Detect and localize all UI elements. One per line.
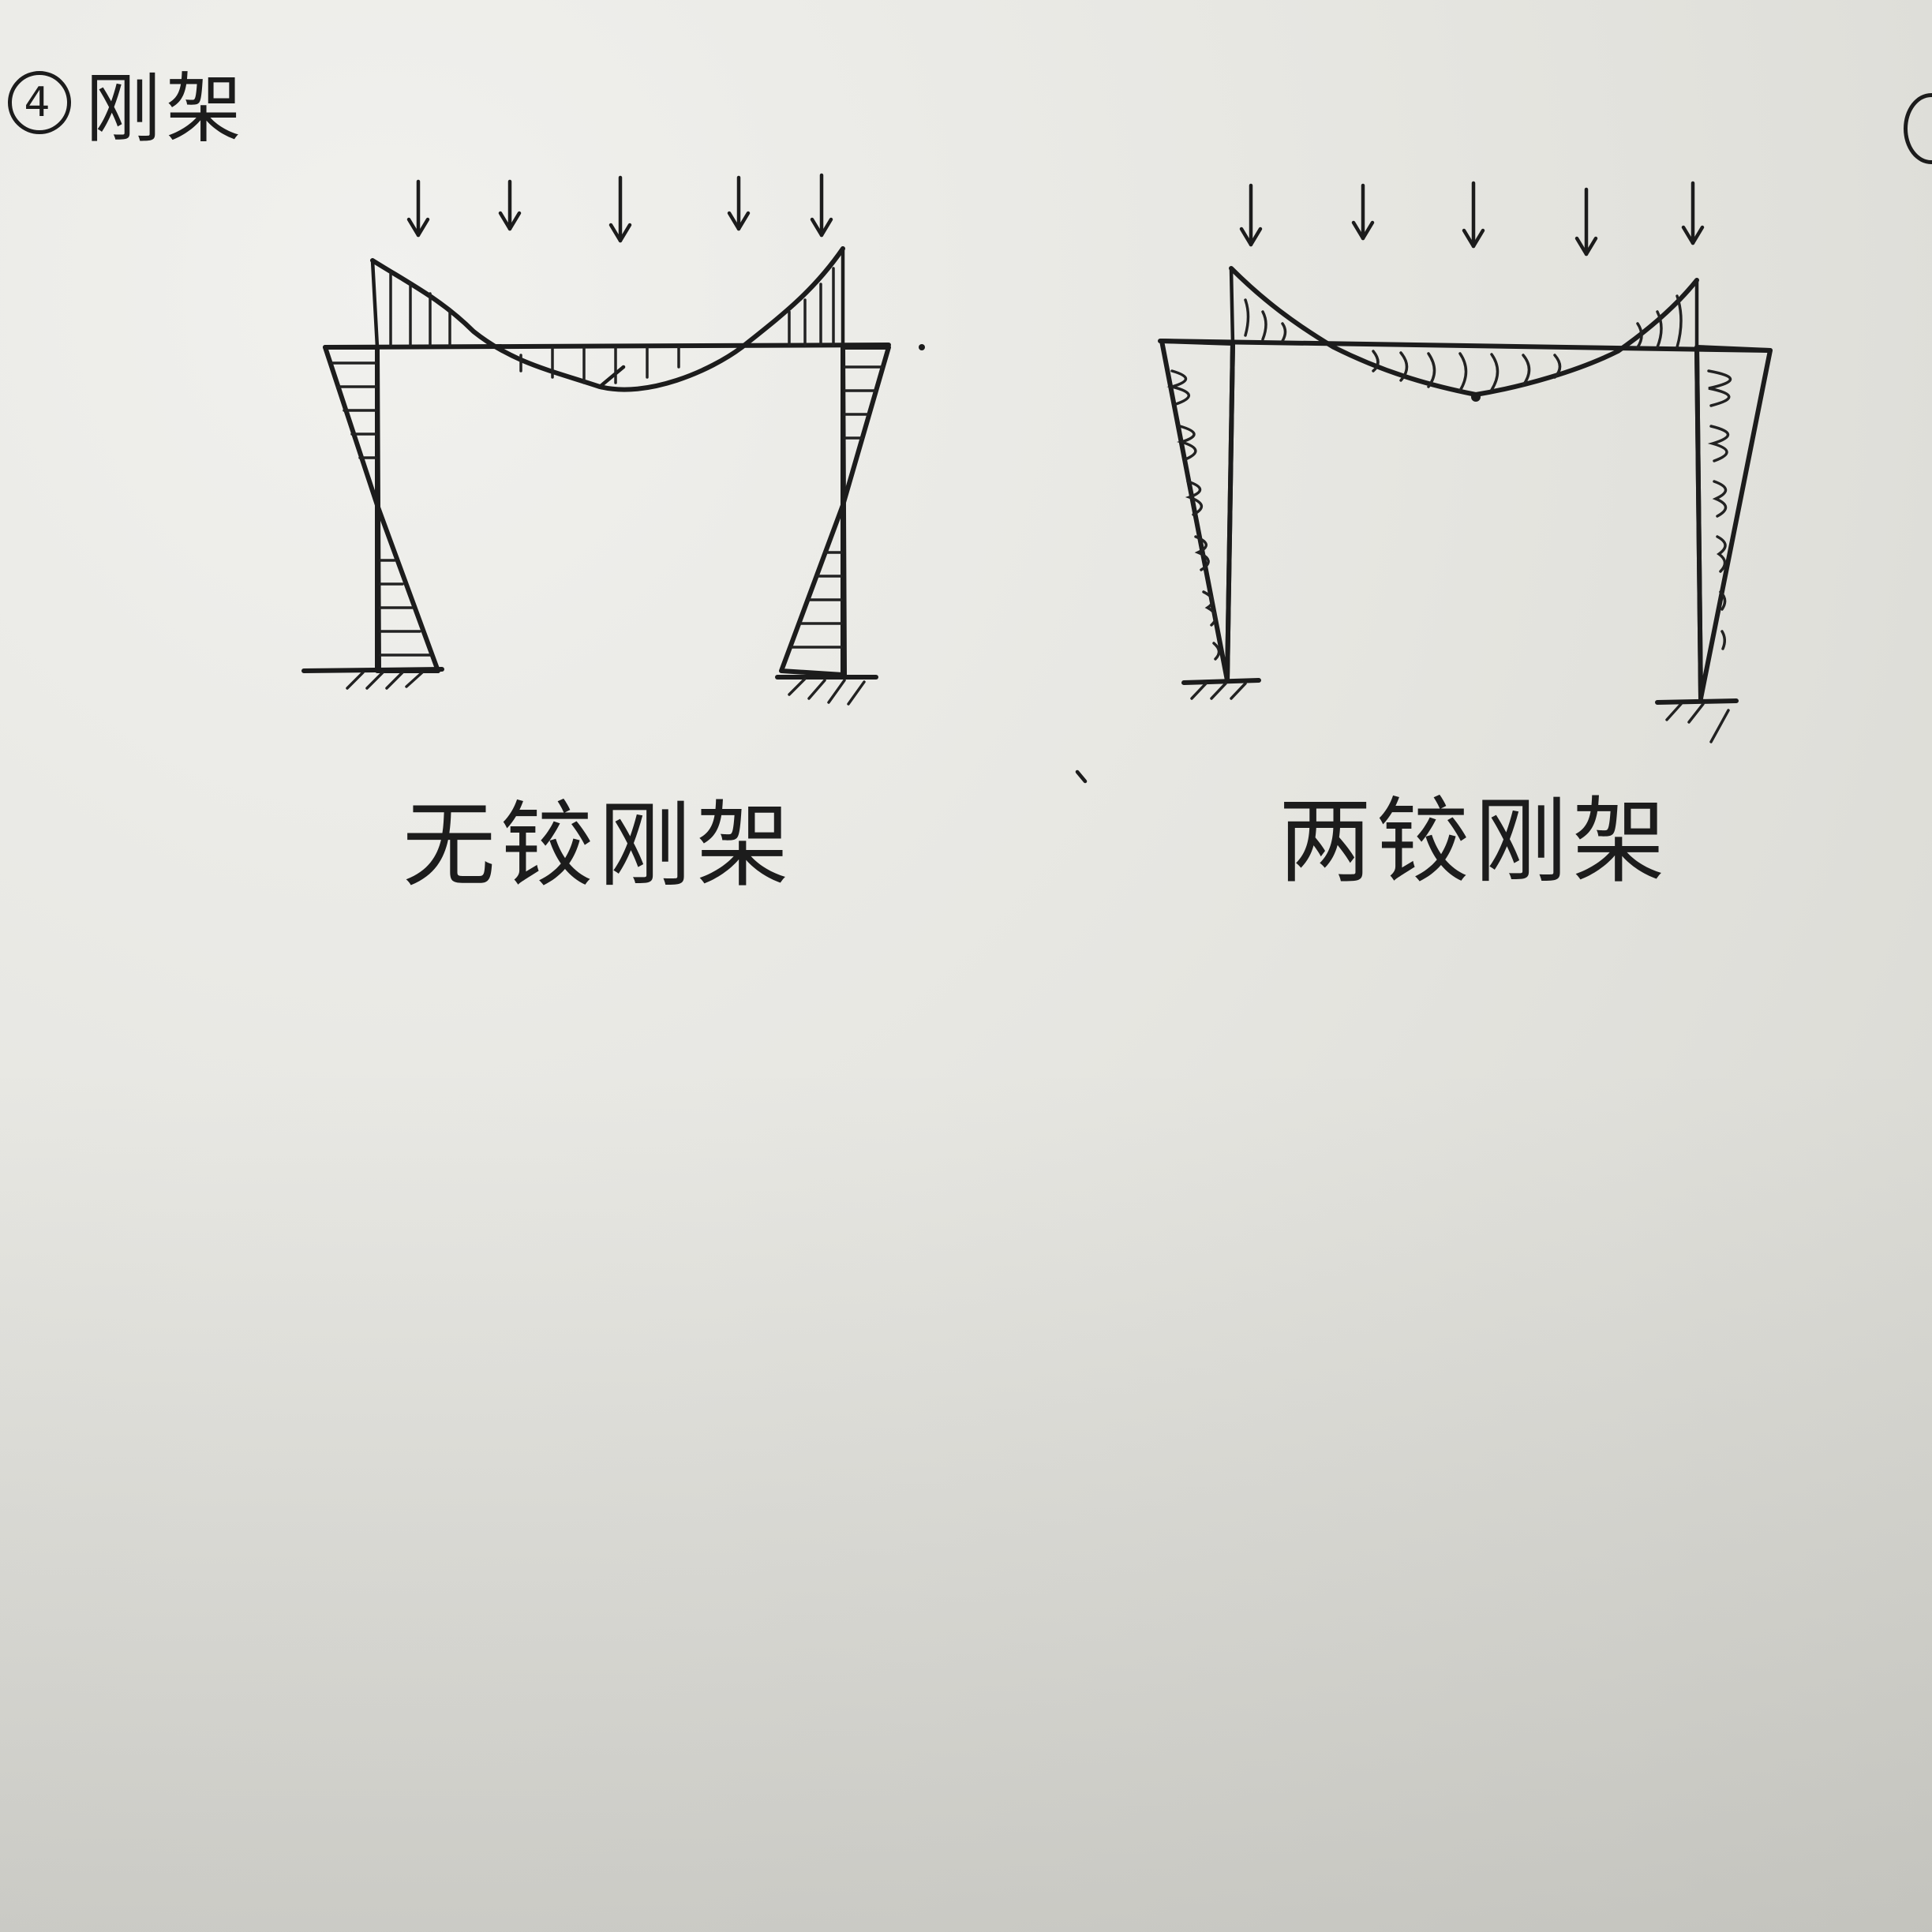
caption-two-hinged-frame: 两铰刚架 (1279, 787, 1671, 896)
stray-dot (919, 344, 925, 350)
beam-moment-curve (1229, 266, 1699, 397)
beam-moment-curve (370, 246, 845, 392)
midspan-dot (1471, 392, 1481, 402)
section-heading: 4 刚架 (8, 47, 246, 157)
beam-moment-hatch (1244, 294, 1683, 392)
load-arrow (608, 175, 632, 243)
load-arrows-left (406, 173, 833, 243)
section-title: 刚架 (85, 65, 246, 153)
left-column-hatch (330, 361, 432, 657)
load-arrow (406, 179, 430, 238)
load-arrow (1681, 181, 1705, 245)
left-fixed-support (301, 667, 444, 690)
load-arrows-right (1239, 181, 1705, 256)
load-arrow (810, 173, 833, 238)
beam (1158, 339, 1773, 353)
beam-moment-hatch (389, 267, 835, 384)
right-column-hatch (1707, 369, 1732, 650)
left-column-hatch (1166, 369, 1221, 661)
load-arrow (1351, 183, 1375, 241)
load-arrow (727, 175, 751, 231)
right-column-moment (1694, 345, 1773, 701)
load-arrow (1462, 181, 1485, 249)
right-column-hatch (790, 365, 884, 649)
left-column-moment (323, 345, 440, 673)
load-arrow (498, 179, 522, 231)
right-fixed-support (775, 675, 878, 706)
left-column-moment (1159, 339, 1235, 683)
section-number: 4 (8, 70, 71, 134)
load-arrow (1574, 187, 1598, 256)
two-hinged-frame-diagram (1158, 181, 1773, 743)
left-pin-support (1181, 678, 1261, 700)
stray-mark (1075, 769, 1088, 784)
load-arrow (1239, 183, 1263, 247)
right-pin-support (1655, 698, 1739, 743)
fixed-frame-diagram (301, 173, 891, 706)
right-column-moment (779, 345, 891, 677)
beam (323, 343, 891, 350)
caption-fixed-frame: 无铰刚架 (402, 791, 795, 900)
